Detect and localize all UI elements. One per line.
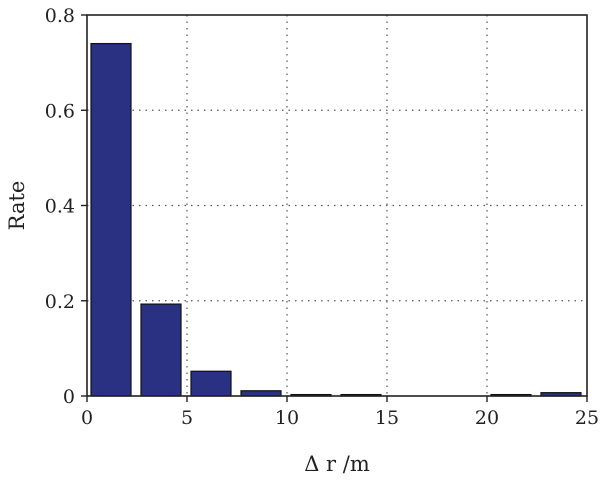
- bar: [140, 303, 182, 397]
- x-tick-label: 25: [575, 407, 599, 429]
- bars: [90, 42, 582, 397]
- y-tick-label: 0: [63, 386, 75, 408]
- x-tick-label: 10: [275, 407, 299, 429]
- y-axis-label: Rate: [5, 181, 29, 231]
- y-tick-label: 0.6: [45, 100, 75, 122]
- x-axis-label: Δ r /m: [304, 452, 370, 476]
- y-tick-label: 0.8: [45, 5, 75, 27]
- y-tick-label: 0.4: [45, 196, 75, 218]
- bar: [90, 42, 132, 397]
- x-tick-label: 20: [475, 407, 499, 429]
- tick-marks: [81, 14, 588, 402]
- x-tick-labels: 0 5 10 15 20 25: [81, 407, 599, 429]
- y-tick-labels: 0 0.2 0.4 0.6 0.8: [45, 5, 75, 408]
- y-tick-label: 0.2: [45, 291, 75, 313]
- x-tick-label: 15: [375, 407, 399, 429]
- x-tick-label: 5: [181, 407, 193, 429]
- bar: [190, 370, 232, 397]
- grid-lines: [87, 15, 587, 396]
- x-tick-label: 0: [81, 407, 93, 429]
